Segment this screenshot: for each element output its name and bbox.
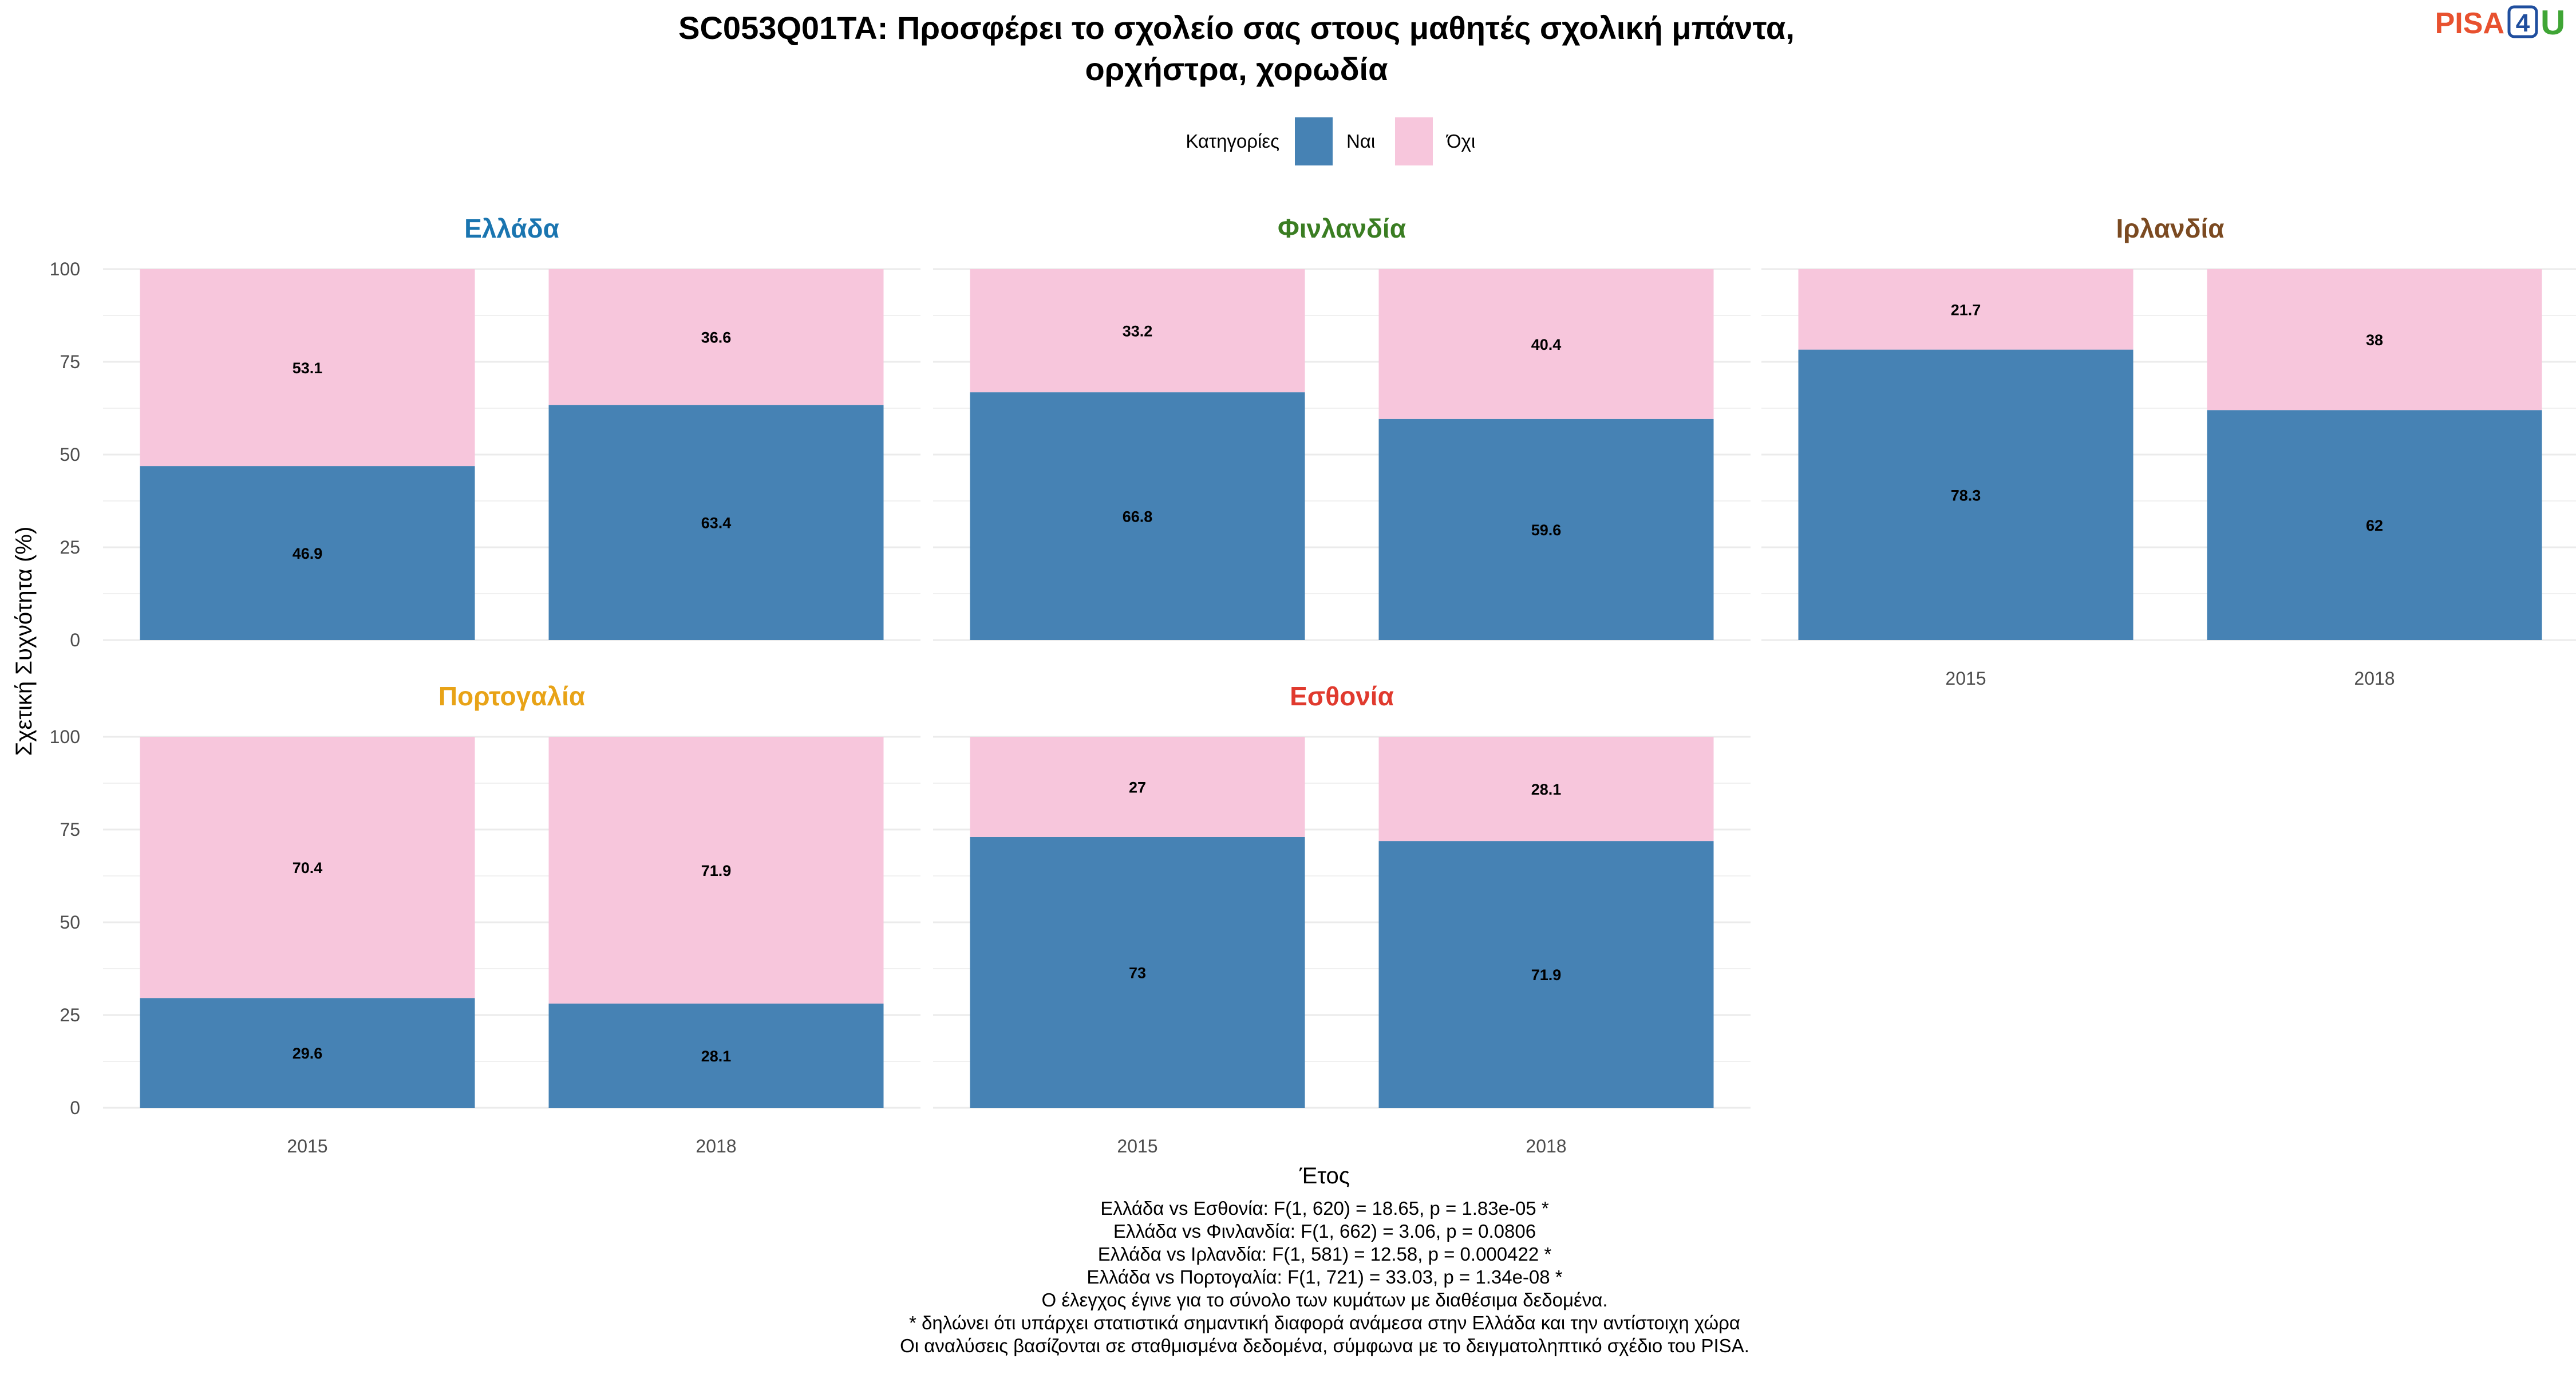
chart-title-line-2: ορχήστρα, χορωδία xyxy=(1085,51,1388,87)
bar-yes xyxy=(1798,349,2134,640)
facet-4: Πορτογαλία 29.6 70.4 28.1 71.9 0 25 50 75 100 2015… xyxy=(50,681,920,1156)
data-label-no: 36.6 xyxy=(701,329,732,346)
y-tick-label: 25 xyxy=(60,1005,80,1025)
pisa4u-logo: PISA 4 U xyxy=(2435,3,2566,42)
bar-yes xyxy=(1378,841,1714,1108)
data-label-yes: 62 xyxy=(2366,517,2383,534)
bar-yes xyxy=(548,405,884,640)
legend-title: Κατηγορίες xyxy=(1186,131,1279,152)
data-label-no: 28.1 xyxy=(1531,781,1562,798)
logo-pisa-text: PISA xyxy=(2435,7,2504,40)
facet-3: Ιρλανδία 78.3 21.7 62 38 2015 2018 xyxy=(1761,214,2576,689)
chart-title-line-1: SC053Q01TA: Προσφέρει το σχολείο σας στο… xyxy=(678,10,1795,46)
bar-no xyxy=(548,737,884,1004)
facet-title: Εσθονία xyxy=(1290,681,1394,711)
bar-no xyxy=(140,269,475,467)
bar-no xyxy=(970,269,1305,393)
bar-yes xyxy=(970,836,1305,1108)
logo-four-text: 4 xyxy=(2516,9,2530,37)
bar-yes xyxy=(970,392,1305,640)
data-label-yes: 29.6 xyxy=(293,1045,323,1062)
bar-no xyxy=(548,269,884,405)
data-label-no: 33.2 xyxy=(1123,323,1153,340)
bar-no xyxy=(1378,269,1714,419)
bar-yes xyxy=(140,466,475,640)
data-label-yes: 28.1 xyxy=(701,1048,732,1065)
data-label-no: 40.4 xyxy=(1531,336,1562,353)
bar-yes xyxy=(2207,410,2542,640)
x-tick-label: 2015 xyxy=(1945,668,1986,689)
bar-yes xyxy=(548,1003,884,1108)
data-label-no: 71.9 xyxy=(701,862,732,879)
bar-no xyxy=(140,737,475,998)
legend-label-yes: Ναι xyxy=(1346,131,1375,152)
facet-title: Ιρλανδία xyxy=(2116,214,2224,243)
x-tick-label: 2015 xyxy=(287,1136,327,1156)
x-tick-label: 2018 xyxy=(1526,1136,1566,1156)
bar-no xyxy=(970,737,1305,837)
logo-u-text: U xyxy=(2541,3,2565,42)
x-tick-label: 2018 xyxy=(2354,668,2395,689)
logo-four-box xyxy=(2507,5,2538,38)
y-tick-label: 100 xyxy=(50,259,80,279)
facet-title: Φινλανδία xyxy=(1278,214,1406,243)
caption-line-3: Ελλάδα vs Ιρλανδία: F(1, 581) = 12.58, p… xyxy=(1098,1243,1552,1265)
bar-no xyxy=(2207,269,2542,410)
facet-5: Εσθονία 73 27 71.9 28.1 2015 2018 xyxy=(933,681,1751,1156)
y-tick-label: 75 xyxy=(60,352,80,372)
facet-1: Ελλάδα 46.9 53.1 63.4 36.6 0 25 50 75 100 xyxy=(50,214,920,650)
y-tick-label: 100 xyxy=(50,727,80,747)
data-label-no: 27 xyxy=(1129,779,1146,796)
bar-no xyxy=(1378,737,1714,842)
y-tick-label: 0 xyxy=(70,1097,80,1118)
x-tick-label: 2015 xyxy=(1117,1136,1157,1156)
caption-line-6: * δηλώνει ότι υπάρχει στατιστικά σημαντι… xyxy=(909,1312,1740,1333)
data-label-yes: 46.9 xyxy=(293,545,323,562)
legend-label-no: Όχι xyxy=(1445,131,1475,152)
data-label-yes: 73 xyxy=(1129,964,1146,981)
bar-yes xyxy=(140,998,475,1108)
y-tick-label: 50 xyxy=(60,444,80,465)
data-label-no: 38 xyxy=(2366,331,2383,349)
y-tick-label: 25 xyxy=(60,537,80,558)
legend: Κατηγορίες Ναι Όχι xyxy=(1186,117,1475,165)
legend-key-no xyxy=(1395,117,1433,165)
data-label-no: 70.4 xyxy=(293,859,323,876)
x-axis-title: Έτος xyxy=(1299,1163,1350,1189)
y-axis-title: Σχετική Συχνότητα (%) xyxy=(11,527,37,756)
y-tick-label: 50 xyxy=(60,912,80,933)
facet-title: Πορτογαλία xyxy=(438,681,585,711)
caption-line-7: Οι αναλύσεις βασίζονται σε σταθμισμένα δ… xyxy=(900,1335,1749,1356)
facet-panels: Ελλάδα 46.9 53.1 63.4 36.6 0 25 50 75 100 Φινλανδί… xyxy=(50,214,2576,1156)
x-tick-label: 2018 xyxy=(696,1136,736,1156)
data-label-yes: 71.9 xyxy=(1531,966,1562,984)
bar-yes xyxy=(1378,418,1714,640)
caption-line-2: Ελλάδα vs Φινλανδία: F(1, 662) = 3.06, p… xyxy=(1113,1221,1536,1242)
data-label-yes: 59.6 xyxy=(1531,522,1562,539)
facet-2: Φινλανδία 66.8 33.2 59.6 40.4 xyxy=(933,214,1751,641)
y-tick-label: 75 xyxy=(60,819,80,840)
data-label-no: 53.1 xyxy=(293,360,323,377)
y-tick-label: 0 xyxy=(70,630,80,650)
caption: Ελλάδα vs Εσθονία: F(1, 620) = 18.65, p … xyxy=(900,1198,1749,1356)
bar-no xyxy=(1798,269,2134,350)
caption-line-4: Ελλάδα vs Πορτογαλία: F(1, 721) = 33.03,… xyxy=(1086,1266,1562,1288)
data-label-yes: 63.4 xyxy=(701,515,732,532)
legend-key-yes xyxy=(1295,117,1333,165)
data-label-yes: 78.3 xyxy=(1951,487,1981,504)
data-label-yes: 66.8 xyxy=(1123,508,1153,526)
caption-line-1: Ελλάδα vs Εσθονία: F(1, 620) = 18.65, p … xyxy=(1100,1198,1549,1219)
facet-title: Ελλάδα xyxy=(464,214,559,243)
caption-line-5: Ο έλεγχος έγινε για το σύνολο των κυμάτω… xyxy=(1042,1289,1608,1310)
data-label-no: 21.7 xyxy=(1951,301,1981,318)
